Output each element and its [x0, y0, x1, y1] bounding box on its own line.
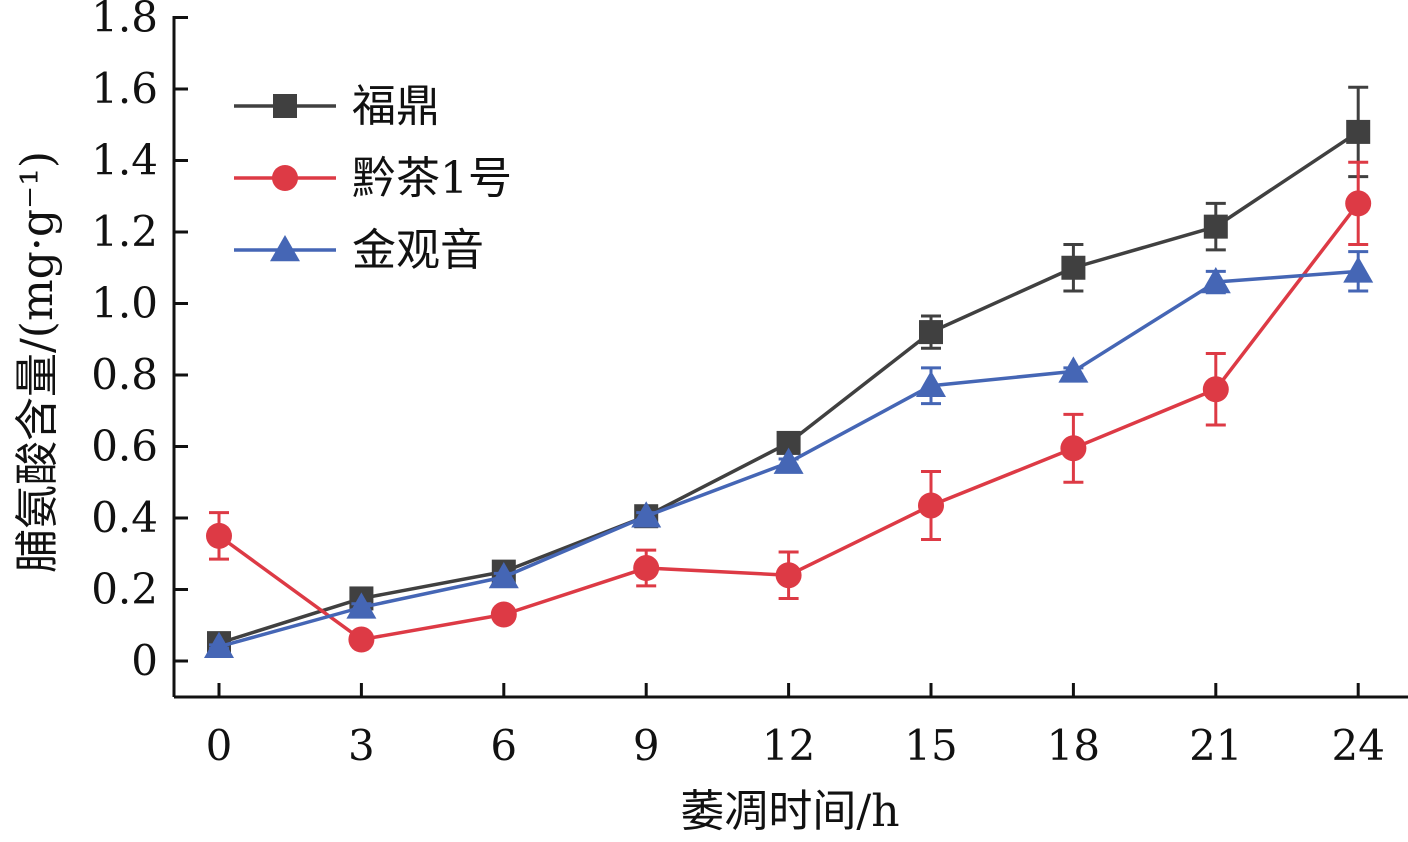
y-tick-label: 0.4	[91, 493, 158, 542]
y-tick-label: 1.2	[91, 207, 158, 256]
axes: 0 0.2 0.4 0.6 0.8 1.0 1.2 1.4 1.6 1.8 0 3 6 9 12 15 18 21…	[91, 0, 1408, 770]
data-point	[773, 447, 804, 474]
y-tick-label: 0.8	[91, 350, 158, 399]
data-point	[631, 501, 662, 528]
data-point	[918, 492, 944, 519]
data-point	[488, 561, 519, 589]
legend-marker	[273, 94, 297, 118]
legend-label: 黔茶1号	[352, 153, 512, 204]
x-tick-label: 15	[904, 721, 957, 770]
x-tick-label: 24	[1331, 721, 1384, 770]
legend-label: 金观音	[352, 225, 484, 276]
data-point	[633, 555, 660, 582]
legend-label: 福鼎	[352, 81, 440, 132]
data-point	[1343, 256, 1374, 283]
legend-item-3: 金观音	[234, 225, 484, 276]
x-tick-label: 0	[206, 721, 233, 770]
data-point	[916, 370, 946, 397]
data-point	[775, 562, 802, 589]
y-tick-label: 1.8	[91, 0, 158, 42]
x-tick-label: 6	[490, 721, 517, 770]
y-tick-label: 1.4	[91, 136, 158, 185]
data-point	[348, 626, 375, 653]
data-point	[1346, 119, 1371, 144]
legend-marker	[272, 165, 298, 191]
x-tick-label: 3	[348, 721, 375, 770]
x-tick-label: 18	[1047, 721, 1100, 770]
x-tick-label: 9	[633, 721, 660, 770]
y-tick-label: 0.2	[91, 565, 158, 614]
legend-item-1: 福鼎	[234, 81, 440, 132]
data-point	[919, 320, 943, 345]
data-point	[1060, 435, 1087, 462]
legend-item-2: 黔茶1号	[234, 153, 512, 204]
series-2	[206, 160, 1372, 653]
x-axis-title: 萎凋时间/h	[680, 786, 899, 837]
series-layer	[204, 85, 1374, 658]
legend-marker	[270, 235, 300, 262]
data-point	[1200, 267, 1231, 294]
data-point	[1202, 376, 1229, 403]
data-point	[206, 522, 232, 549]
data-point	[490, 601, 517, 628]
y-tick-label: 0.6	[91, 422, 158, 471]
data-point	[1061, 255, 1086, 280]
y-tick-label: 1.6	[91, 64, 158, 113]
data-point	[204, 631, 234, 658]
data-point	[1345, 190, 1372, 217]
data-point	[1058, 356, 1089, 383]
series-3	[204, 250, 1374, 658]
data-point	[1203, 214, 1228, 239]
y-tick-label: 0	[131, 636, 158, 685]
x-tick-label: 12	[762, 721, 815, 770]
y-axis-title: 脯氨酸含量/(mg·g⁻¹)	[12, 151, 63, 573]
x-tick-label: 21	[1189, 721, 1242, 770]
data-point	[346, 592, 377, 619]
y-tick-label: 1.0	[91, 279, 158, 328]
